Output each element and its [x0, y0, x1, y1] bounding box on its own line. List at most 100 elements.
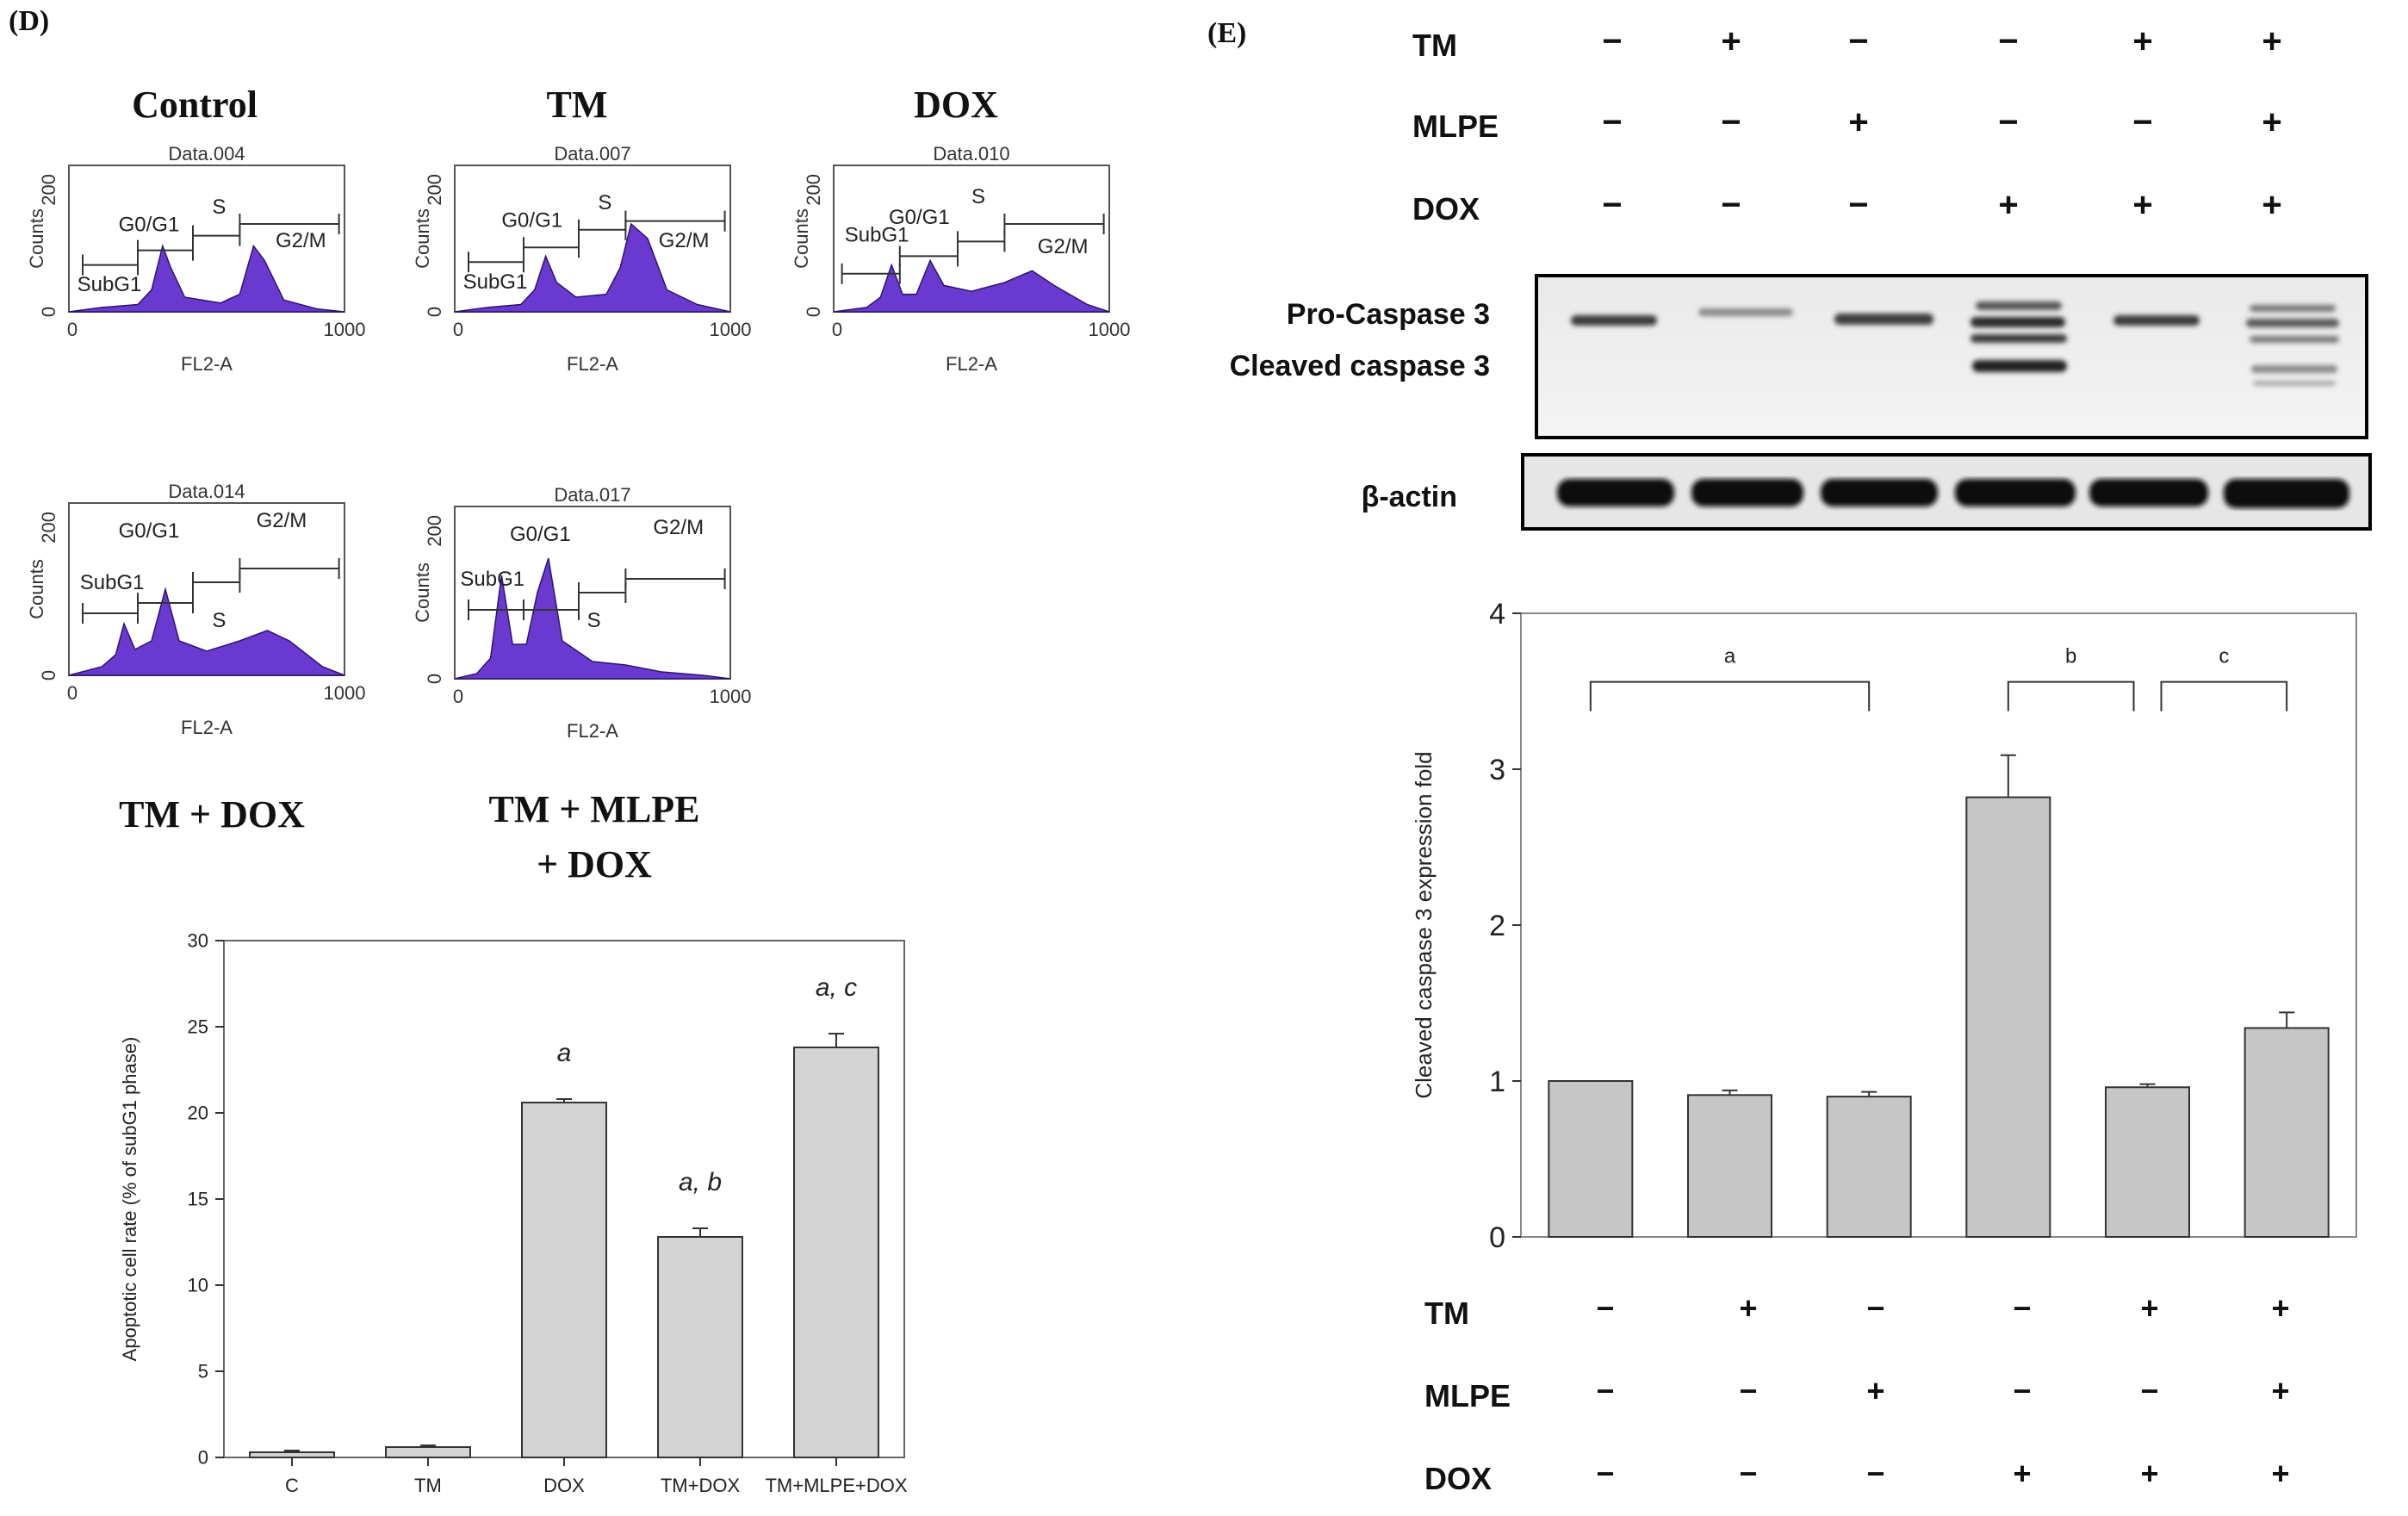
treatment-sign: − — [2132, 103, 2153, 141]
bar — [1965, 796, 2051, 1238]
histogram-xmin: 0 — [453, 686, 463, 707]
y-axis-label: Cleaved caspase 3 expression fold — [1411, 751, 1437, 1098]
treatment-sign: − — [1866, 1456, 1885, 1491]
gate-label-s: S — [598, 191, 611, 214]
gate-label-s: S — [212, 609, 226, 632]
treatment-sign: + — [2140, 1290, 2159, 1326]
bar-group — [1548, 1080, 1634, 1238]
treatment-sign: + — [2132, 22, 2153, 60]
y-tick-label: 4 — [1489, 598, 1505, 631]
histogram-ymin: 0 — [424, 674, 445, 684]
bar-group — [1965, 754, 2051, 1238]
row-label-tm: TM — [1424, 1295, 1469, 1331]
significance-bracket: a — [1589, 645, 1871, 711]
histogram-ymin: 0 — [38, 670, 59, 680]
y-tick-label: 3 — [1489, 754, 1505, 786]
bar — [2244, 1027, 2330, 1239]
gate-g2m — [624, 568, 726, 589]
bar-group — [1687, 1089, 1772, 1238]
histogram-xlabel: FL2-A — [946, 353, 997, 375]
histogram-xmax: 1000 — [324, 319, 366, 340]
treatment-sign: − — [1998, 22, 2019, 60]
treatment-sign: − — [1998, 103, 2019, 141]
histogram-control: Data.004 200 0 Counts 0 1000 FL2-A SubG1 G0/G1 S G… — [26, 143, 366, 375]
beta-actin-label: β-actin — [1361, 481, 1457, 513]
bar — [521, 1102, 607, 1458]
blot-frame — [1535, 274, 2368, 439]
bracket-line — [2007, 680, 2135, 711]
treatment-sign: + — [2271, 1290, 2290, 1326]
treatment-sign: − — [1596, 1456, 1615, 1491]
histogram-title-control: Control — [132, 84, 258, 126]
y-tick-label: 0 — [198, 1447, 208, 1469]
gate-label-s: S — [212, 196, 226, 219]
histogram-data-name: Data.007 — [554, 143, 630, 165]
histogram-frame — [68, 165, 345, 313]
histogram-tm-mlpe-dox: Data.017 200 0 Counts 0 1000 FL2-A SubG1 G0/G1 S G… — [412, 484, 751, 742]
histogram-frame — [68, 502, 345, 676]
y-tick-label: 10 — [188, 1275, 208, 1296]
treatment-sign: + — [2140, 1456, 2159, 1491]
histogram-xmax: 1000 — [710, 319, 752, 340]
histogram-xlabel: FL2-A — [567, 353, 618, 375]
band-pro-lane4 — [1970, 317, 2065, 327]
histogram-ymin: 0 — [424, 307, 445, 317]
treatment-sign: − — [1848, 22, 1869, 60]
bar-group: DOX a — [521, 1039, 607, 1496]
bar — [385, 1446, 471, 1458]
significance-annotation: a, c — [816, 973, 857, 1002]
histogram-data-name: Data.017 — [554, 484, 630, 506]
bar — [1687, 1094, 1772, 1238]
treatment-sign: − — [1739, 1373, 1758, 1408]
treatment-sign: − — [1602, 22, 1623, 60]
band-cleaved-lane4 — [1972, 360, 2067, 372]
band-lane6-top — [2250, 305, 2336, 312]
gate-g0g1 — [137, 593, 194, 613]
gate-label-g0g1: G0/G1 — [119, 519, 180, 543]
actin-band-lane4 — [1955, 479, 2076, 506]
significance-bracket: c — [2160, 645, 2288, 711]
histogram-title-dox: DOX — [914, 84, 998, 126]
treatment-sign: + — [1848, 103, 1869, 141]
histogram-ylabel: Counts — [412, 208, 433, 269]
y-tick-label: 25 — [188, 1016, 208, 1038]
gate-label-subg1: SubG1 — [80, 571, 145, 594]
histogram-xmin: 0 — [832, 319, 842, 340]
gate-label-g0g1: G0/G1 — [501, 208, 562, 232]
row-label-dox: DOX — [1424, 1461, 1493, 1496]
x-tick-label: TM — [414, 1475, 442, 1496]
histogram-ylabel: Counts — [791, 208, 812, 269]
top-treatment-table: TM − + − − + + MLPE − − + − − + DOX − − − + + + — [0, 0, 2408, 258]
gate-g2m — [1003, 214, 1105, 234]
treatment-sign: + — [2013, 1456, 2032, 1491]
histogram-data-name: Data.004 — [168, 143, 245, 165]
treatment-sign: − — [1721, 186, 1741, 224]
gate-label-subg1: SubG1 — [463, 270, 528, 294]
bar-group: TM+MLPE+DOX a, c — [765, 973, 907, 1496]
bracket-label: a — [1724, 645, 1736, 668]
bracket-line — [1589, 680, 1871, 711]
histogram-title-tm-mlpe-dox-line1: TM + MLPE — [488, 788, 700, 830]
histogram-xlabel: FL2-A — [181, 353, 233, 375]
actin-band-lane3 — [1821, 479, 1938, 506]
significance-annotation: a — [557, 1039, 572, 1067]
treatment-sign: − — [1602, 186, 1623, 224]
plot-frame — [1520, 612, 2357, 1238]
actin-band-lane1 — [1557, 479, 1674, 506]
treatment-sign: − — [1602, 103, 1623, 141]
bracket-label: b — [2065, 645, 2076, 668]
treatment-sign: − — [2013, 1290, 2032, 1326]
band-pro-lane1 — [1571, 315, 1657, 326]
pro-caspase-label: Pro-Caspase 3 — [1286, 298, 1490, 331]
histogram-ymax: 200 — [38, 512, 59, 544]
histogram-fill — [454, 222, 731, 313]
treatment-sign: − — [1596, 1290, 1615, 1326]
gate-subg1 — [841, 263, 901, 284]
caspase-bar-chart: 0 1 2 3 4 Cleaved caspase 3 expression fold a b… — [1411, 598, 2357, 1254]
bar-group: TM+DOX a, b — [657, 1168, 743, 1496]
bracket-line — [2160, 680, 2288, 711]
histogram-fill — [833, 258, 1110, 313]
histogram-title-tm: TM — [546, 84, 608, 126]
gate-label-g2m: G2/M — [653, 516, 704, 539]
treatment-sign: − — [1739, 1456, 1758, 1491]
